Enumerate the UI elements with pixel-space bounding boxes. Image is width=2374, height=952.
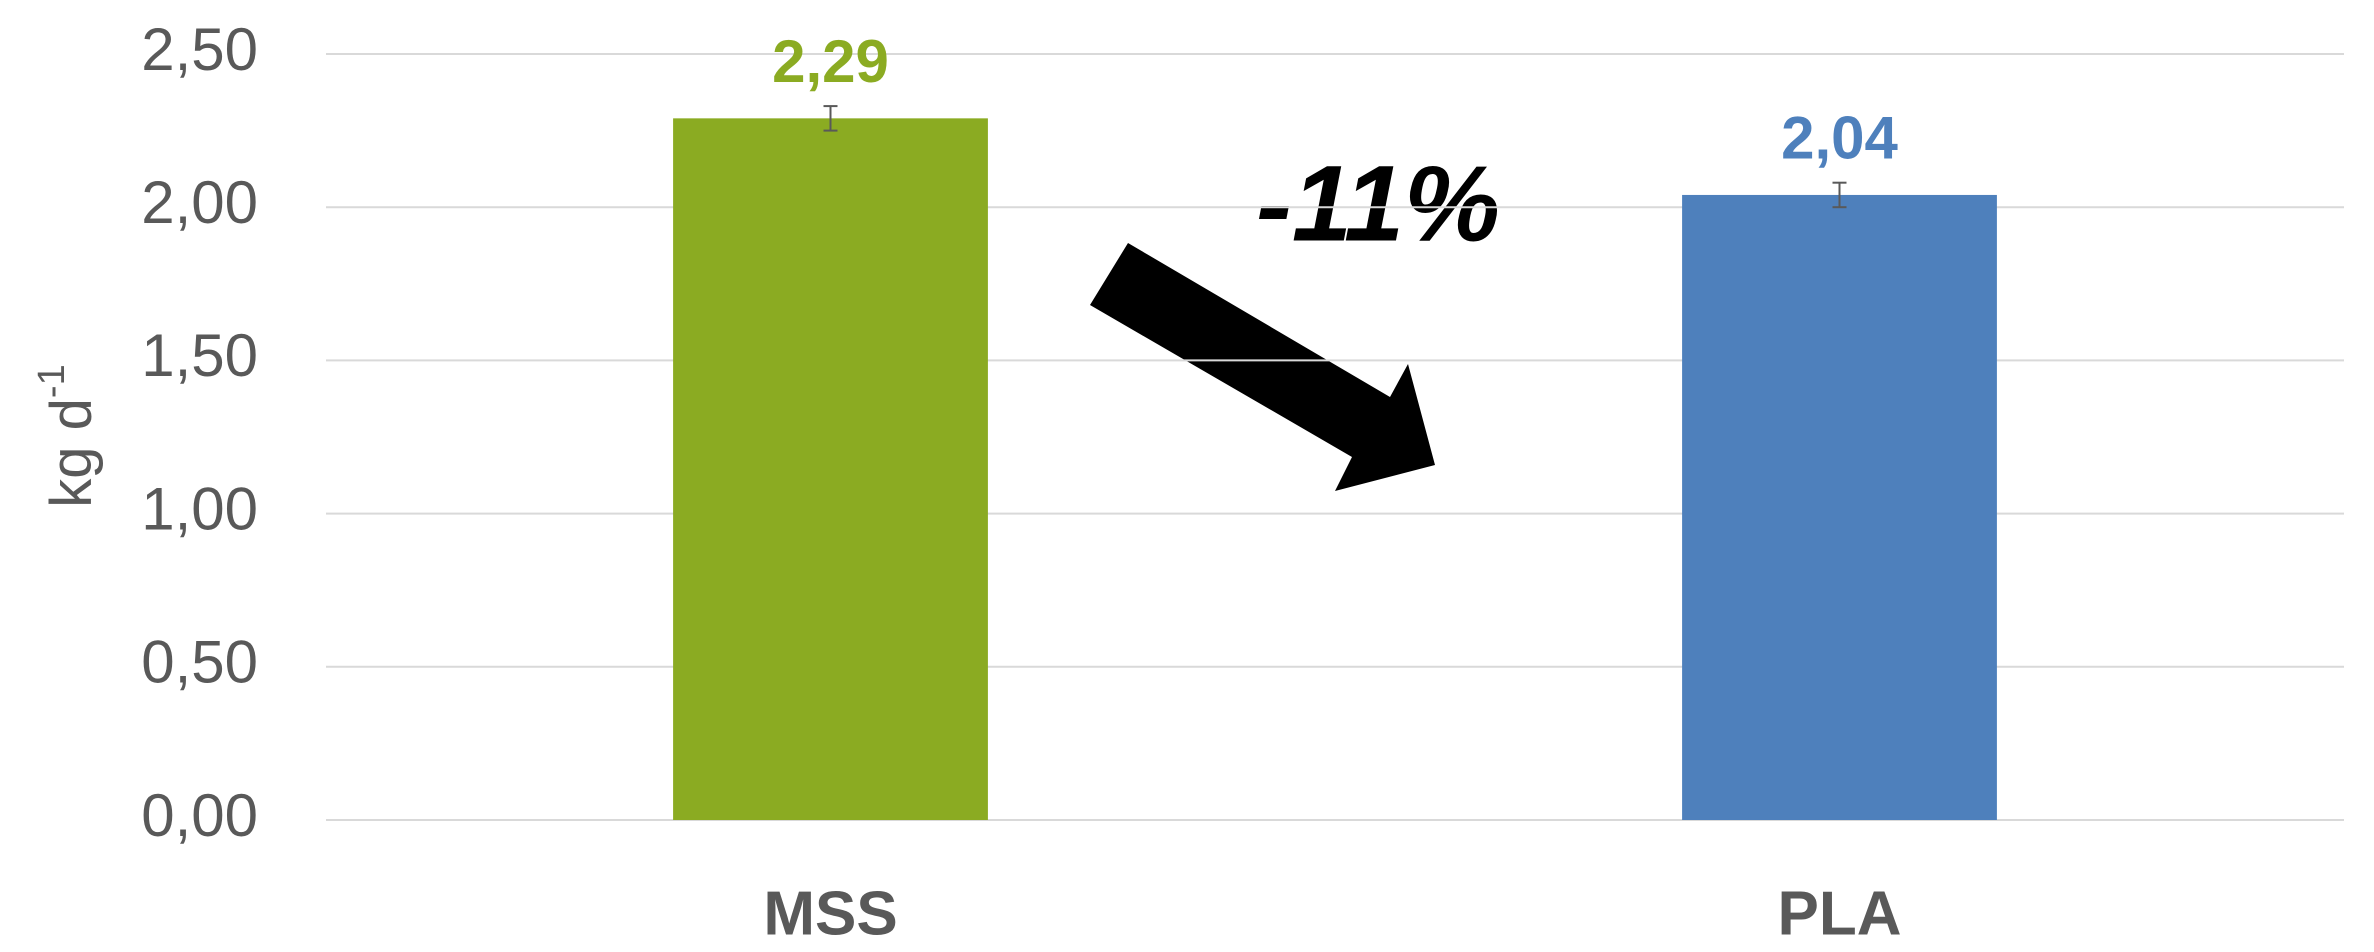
y-tick-label: 0,00	[141, 782, 258, 849]
y-axis-label-sup: -1	[31, 364, 73, 398]
bar	[673, 118, 988, 821]
y-tick-label: 0,50	[141, 629, 258, 696]
y-tick-label: 2,50	[141, 16, 258, 83]
y-tick-label: 1,00	[141, 475, 258, 542]
value-label: 2,04	[1781, 105, 1898, 172]
y-axis-label: kg d-1	[31, 364, 104, 507]
y-axis-label-text: kg d	[39, 398, 104, 508]
x-tick-label: PLA	[1778, 879, 1902, 948]
arrow	[1090, 243, 1435, 491]
value-label: 2,29	[772, 28, 889, 95]
annotation: -11%	[1256, 143, 1500, 264]
y-tick-label: 2,00	[141, 169, 258, 236]
y-tick-label: 1,50	[141, 322, 258, 389]
x-tick-label: MSS	[763, 879, 897, 948]
bar	[1682, 194, 1997, 821]
